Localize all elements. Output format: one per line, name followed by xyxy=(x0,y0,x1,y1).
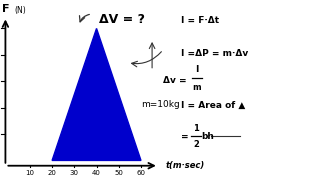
Text: ΔV = ?: ΔV = ? xyxy=(99,13,145,26)
Text: =: = xyxy=(181,132,192,141)
Text: t(m·sec): t(m·sec) xyxy=(165,161,205,170)
Text: I: I xyxy=(195,65,198,74)
Text: (N): (N) xyxy=(14,6,26,15)
Text: I = F·Δt: I = F·Δt xyxy=(181,16,219,25)
Text: 10: 10 xyxy=(25,170,34,176)
Text: m=10kg: m=10kg xyxy=(141,100,180,109)
Text: 1: 1 xyxy=(193,124,199,133)
Text: 50: 50 xyxy=(114,170,123,176)
Text: Δv =: Δv = xyxy=(163,76,190,85)
Text: F: F xyxy=(2,4,9,14)
Text: I =ΔP = m·Δv: I =ΔP = m·Δv xyxy=(181,49,248,58)
Text: 40: 40 xyxy=(92,170,101,176)
Text: 2: 2 xyxy=(193,140,199,149)
Text: 60: 60 xyxy=(136,170,146,176)
Text: m: m xyxy=(193,83,201,92)
Polygon shape xyxy=(52,28,141,160)
Text: 30: 30 xyxy=(70,170,79,176)
Text: bh: bh xyxy=(202,132,214,141)
Text: I = Area of ▲: I = Area of ▲ xyxy=(181,101,245,110)
Text: 20: 20 xyxy=(48,170,57,176)
